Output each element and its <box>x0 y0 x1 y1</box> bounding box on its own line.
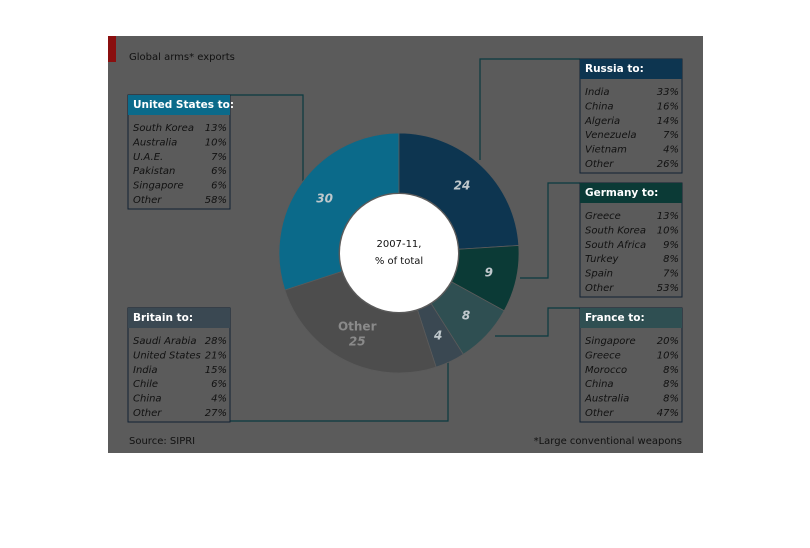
row-name: Other <box>133 408 162 419</box>
row-name: Australia <box>132 137 177 148</box>
panel-title: France to: <box>585 312 645 324</box>
row-name: Greece <box>585 211 621 222</box>
data-label: 9 <box>485 266 493 280</box>
row-name: Saudi Arabia <box>133 336 196 347</box>
panel-title: Russia to: <box>585 63 644 75</box>
row-value: 16% <box>657 101 679 112</box>
row-name: India <box>133 365 158 376</box>
row-name: Chile <box>133 379 158 390</box>
panel: Germany to: Greece 13% South Korea 10% South … <box>579 182 683 298</box>
row-value: 4% <box>663 145 679 156</box>
row-value: 53% <box>657 283 679 294</box>
row-name: South Africa <box>585 240 646 251</box>
panel-header <box>128 308 230 328</box>
row-name: Singapore <box>585 336 636 347</box>
row-value: 47% <box>657 408 679 419</box>
panel-title: United States to: <box>133 99 234 111</box>
row-value: 6% <box>211 166 227 177</box>
row-name: Singapore <box>133 181 184 192</box>
row-name: Turkey <box>585 254 619 265</box>
data-label: 25 <box>349 334 366 348</box>
row-name: Other <box>585 283 614 294</box>
row-name: China <box>585 379 614 390</box>
row-value: 9% <box>663 240 679 251</box>
row-name: United States <box>133 350 201 361</box>
row-name: Algeria <box>584 116 620 127</box>
chart-title: Global arms* exports <box>129 52 235 63</box>
row-value: 28% <box>205 336 227 347</box>
panel: Britain to: Saudi Arabia 28% United States 2… <box>127 307 231 423</box>
row-value: 8% <box>663 379 679 390</box>
title-accent <box>108 36 116 62</box>
row-name: China <box>585 101 614 112</box>
row-name: Spain <box>585 269 613 280</box>
center-label: 2007-11, <box>377 239 422 250</box>
row-value: 15% <box>205 365 227 376</box>
row-value: 7% <box>663 130 679 141</box>
row-name: Other <box>585 408 614 419</box>
row-name: Pakistan <box>133 166 175 177</box>
panel-header <box>128 95 230 115</box>
row-value: 27% <box>205 408 227 419</box>
panel-header <box>580 183 682 203</box>
row-value: 8% <box>663 365 679 376</box>
data-label: 8 <box>462 308 470 322</box>
row-name: Vietnam <box>585 145 627 156</box>
row-name: Other <box>133 195 162 206</box>
row-value: 6% <box>211 181 227 192</box>
row-value: 21% <box>205 350 227 361</box>
row-value: 7% <box>663 269 679 280</box>
row-name: Greece <box>585 350 621 361</box>
row-name: India <box>585 87 610 98</box>
row-value: 10% <box>205 137 227 148</box>
center-label: % of total <box>375 256 423 267</box>
row-value: 8% <box>663 254 679 265</box>
row-value: 13% <box>657 211 679 222</box>
connectors <box>230 58 580 422</box>
panel: Russia to: India 33% China 16% Algeria 14% Vene… <box>579 58 683 174</box>
row-name: Australia <box>584 394 629 405</box>
row-value: 33% <box>657 87 679 98</box>
row-value: 14% <box>657 116 679 127</box>
row-value: 58% <box>205 195 227 206</box>
donut-segment <box>284 271 437 374</box>
row-value: 26% <box>657 159 679 170</box>
footnote: *Large conventional weapons <box>534 436 682 447</box>
panel: France to: Singapore 20% Greece 10% Morocco 8%… <box>579 307 683 423</box>
panel-header <box>580 308 682 328</box>
donut-segment <box>278 132 400 291</box>
row-value: 10% <box>657 225 679 236</box>
row-name: Other <box>585 159 614 170</box>
panel-header <box>580 59 682 79</box>
panel-title: Britain to: <box>133 312 193 324</box>
data-label: 4 <box>433 329 442 343</box>
row-name: South Korea <box>585 225 646 236</box>
row-name: South Korea <box>133 123 194 134</box>
row-value: 13% <box>205 123 227 134</box>
panel: United States to: South Korea 13% Australia… <box>127 94 234 210</box>
row-name: Venezuela <box>585 130 637 141</box>
row-value: 10% <box>657 350 679 361</box>
row-value: 7% <box>211 152 227 163</box>
donut-hole <box>340 194 458 312</box>
data-label: 24 <box>454 178 471 192</box>
data-label: 30 <box>316 191 333 205</box>
source: Source: SIPRI <box>129 436 195 447</box>
row-value: 4% <box>211 394 227 405</box>
row-name: Morocco <box>585 365 627 376</box>
row-value: 20% <box>657 336 679 347</box>
row-value: 6% <box>211 379 227 390</box>
donut-segment <box>398 132 520 250</box>
row-name: U.A.E. <box>133 152 163 163</box>
panel-title: Germany to: <box>585 187 658 199</box>
segment-name: Other <box>338 319 377 333</box>
row-name: China <box>133 394 162 405</box>
row-value: 8% <box>663 394 679 405</box>
